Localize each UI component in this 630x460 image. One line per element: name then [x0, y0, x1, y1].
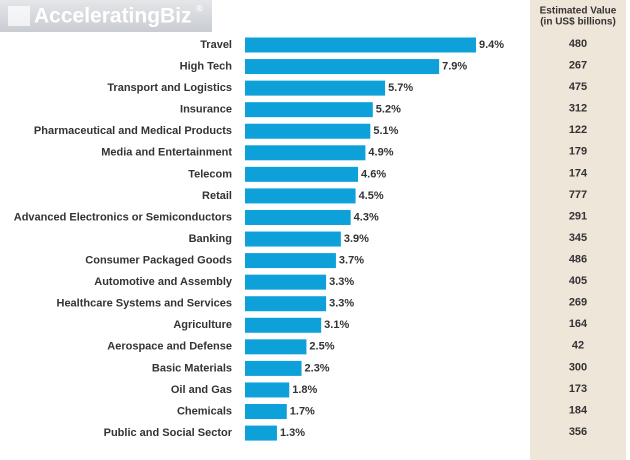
value-label: 3.3% — [329, 298, 354, 310]
value-label: 5.2% — [376, 104, 401, 116]
table-value: 164 — [569, 318, 588, 330]
table-value: 300 — [569, 361, 587, 373]
value-label: 4.5% — [359, 190, 384, 202]
bar — [245, 145, 366, 161]
value-label: 5.1% — [373, 125, 398, 137]
category-label: High Tech — [180, 60, 233, 72]
table-value: 405 — [569, 275, 587, 287]
table-value: 174 — [569, 167, 588, 179]
category-label: Automotive and Assembly — [94, 276, 233, 288]
table-value: 122 — [569, 124, 587, 136]
bar — [245, 59, 440, 75]
value-label: 1.8% — [292, 384, 317, 396]
value-label: 4.9% — [368, 147, 393, 159]
table-value: 269 — [569, 297, 587, 309]
logo-box — [0, 0, 212, 32]
bar — [245, 80, 386, 96]
category-label: Advanced Electronics or Semiconductors — [14, 211, 232, 223]
bar — [245, 102, 373, 118]
table-value: 486 — [569, 254, 587, 266]
value-label: 1.3% — [280, 427, 305, 439]
category-label: Pharmaceutical and Medical Products — [34, 125, 232, 137]
logo-icon — [8, 6, 30, 26]
value-label: 7.9% — [442, 60, 467, 72]
value-label: 2.5% — [309, 341, 334, 353]
category-label: Telecom — [188, 168, 232, 180]
category-label: Chemicals — [177, 405, 232, 417]
category-label: Oil and Gas — [171, 384, 232, 396]
category-label: Basic Materials — [152, 362, 232, 374]
value-label: 3.3% — [329, 276, 354, 288]
table-header: Estimated Value — [540, 6, 617, 17]
table-value: 291 — [569, 210, 587, 222]
category-label: Banking — [189, 233, 232, 245]
category-label: Transport and Logistics — [107, 82, 232, 94]
table-header: (in US$ billions) — [540, 17, 616, 28]
value-label: 4.3% — [354, 211, 379, 223]
table-panel — [530, 0, 626, 460]
table-value: 312 — [569, 103, 587, 115]
table-value: 179 — [569, 146, 587, 158]
bar — [245, 274, 327, 290]
category-label: Media and Entertainment — [101, 147, 232, 159]
category-label: Agriculture — [173, 319, 232, 331]
bar — [245, 317, 322, 333]
category-label: Aerospace and Defense — [107, 341, 232, 353]
bar — [245, 231, 341, 247]
value-label: 2.3% — [305, 362, 330, 374]
bar — [245, 188, 356, 204]
value-label: 5.7% — [388, 82, 413, 94]
table-value: 173 — [569, 383, 587, 395]
table-value: 356 — [569, 426, 587, 438]
bar — [245, 382, 290, 398]
category-label: Consumer Packaged Goods — [85, 255, 232, 267]
value-label: 3.1% — [324, 319, 349, 331]
value-label: 1.7% — [290, 405, 315, 417]
table-value: 777 — [569, 189, 587, 201]
value-label: 3.7% — [339, 255, 364, 267]
category-label: Healthcare Systems and Services — [57, 298, 233, 310]
bar — [245, 425, 277, 441]
bar — [245, 253, 336, 269]
table-value: 480 — [569, 38, 587, 50]
bar — [245, 37, 476, 53]
category-label: Insurance — [180, 104, 232, 116]
table-value: 42 — [572, 340, 584, 352]
logo-text: AcceleratingBiz — [34, 5, 192, 28]
bar — [245, 166, 359, 182]
table-value: 184 — [569, 404, 588, 416]
bar — [245, 123, 371, 139]
value-label: 3.9% — [344, 233, 369, 245]
bar — [245, 404, 287, 420]
table-value: 345 — [569, 232, 587, 244]
logo-mark: ® — [196, 3, 203, 13]
value-label: 9.4% — [479, 39, 504, 51]
bar — [245, 360, 302, 376]
bar — [245, 296, 327, 312]
value-label: 4.6% — [361, 168, 386, 180]
bar — [245, 339, 307, 355]
category-label: Public and Social Sector — [104, 427, 233, 439]
category-label: Retail — [202, 190, 232, 202]
table-value: 475 — [569, 81, 587, 93]
bar — [245, 209, 351, 225]
category-label: Travel — [200, 39, 232, 51]
table-value: 267 — [569, 59, 587, 71]
